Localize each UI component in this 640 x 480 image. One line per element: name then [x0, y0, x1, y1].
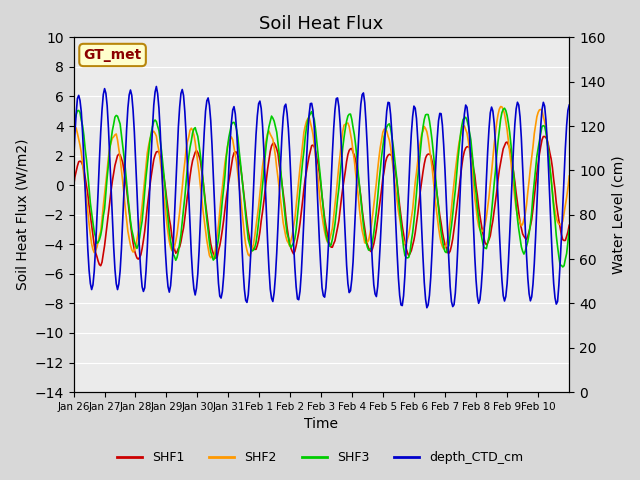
Line: SHF3: SHF3 [74, 108, 569, 267]
SHF2 [499, 107, 507, 112]
SHF3 [500, 105, 508, 111]
SHF1 [326, 241, 333, 247]
SHF2 [564, 185, 572, 191]
SHF3 [564, 239, 572, 245]
depth_CTD_cm [564, 108, 572, 113]
SHF2 [70, 130, 77, 135]
Title: Soil Heat Flux: Soil Heat Flux [259, 15, 383, 33]
SHF2 [565, 173, 573, 179]
SHF1 [424, 151, 432, 157]
Text: GT_met: GT_met [83, 48, 141, 62]
X-axis label: Time: Time [305, 418, 339, 432]
SHF2 [424, 135, 432, 141]
depth_CTD_cm [423, 305, 431, 311]
Y-axis label: Soil Heat Flux (W/m2): Soil Heat Flux (W/m2) [15, 139, 29, 290]
depth_CTD_cm [152, 84, 160, 89]
SHF2 [102, 179, 109, 185]
Legend: SHF1, SHF2, SHF3, depth_CTD_cm: SHF1, SHF2, SHF3, depth_CTD_cm [112, 446, 528, 469]
depth_CTD_cm [326, 212, 333, 217]
Line: SHF2: SHF2 [74, 107, 569, 258]
SHF1 [97, 263, 104, 269]
SHF3 [102, 190, 109, 196]
depth_CTD_cm [426, 292, 433, 298]
depth_CTD_cm [70, 161, 77, 167]
SHF2 [207, 255, 214, 261]
SHF2 [86, 232, 94, 238]
depth_CTD_cm [86, 280, 94, 286]
SHF2 [497, 104, 504, 109]
depth_CTD_cm [499, 293, 507, 299]
SHF1 [541, 133, 548, 139]
depth_CTD_cm [102, 90, 109, 96]
SHF3 [497, 116, 504, 122]
SHF3 [86, 200, 94, 206]
depth_CTD_cm [565, 102, 573, 108]
SHF1 [86, 212, 94, 218]
SHF1 [70, 184, 77, 190]
SHF1 [564, 229, 572, 235]
SHF3 [423, 111, 431, 117]
SHF3 [559, 264, 566, 270]
SHF2 [326, 236, 333, 242]
Line: SHF1: SHF1 [74, 136, 569, 266]
SHF3 [565, 227, 573, 233]
SHF3 [70, 128, 77, 133]
SHF1 [498, 153, 506, 158]
SHF3 [324, 240, 332, 246]
Line: depth_CTD_cm: depth_CTD_cm [74, 86, 569, 308]
Y-axis label: Water Level (cm): Water Level (cm) [611, 156, 625, 274]
SHF1 [103, 222, 111, 228]
SHF1 [565, 222, 573, 228]
